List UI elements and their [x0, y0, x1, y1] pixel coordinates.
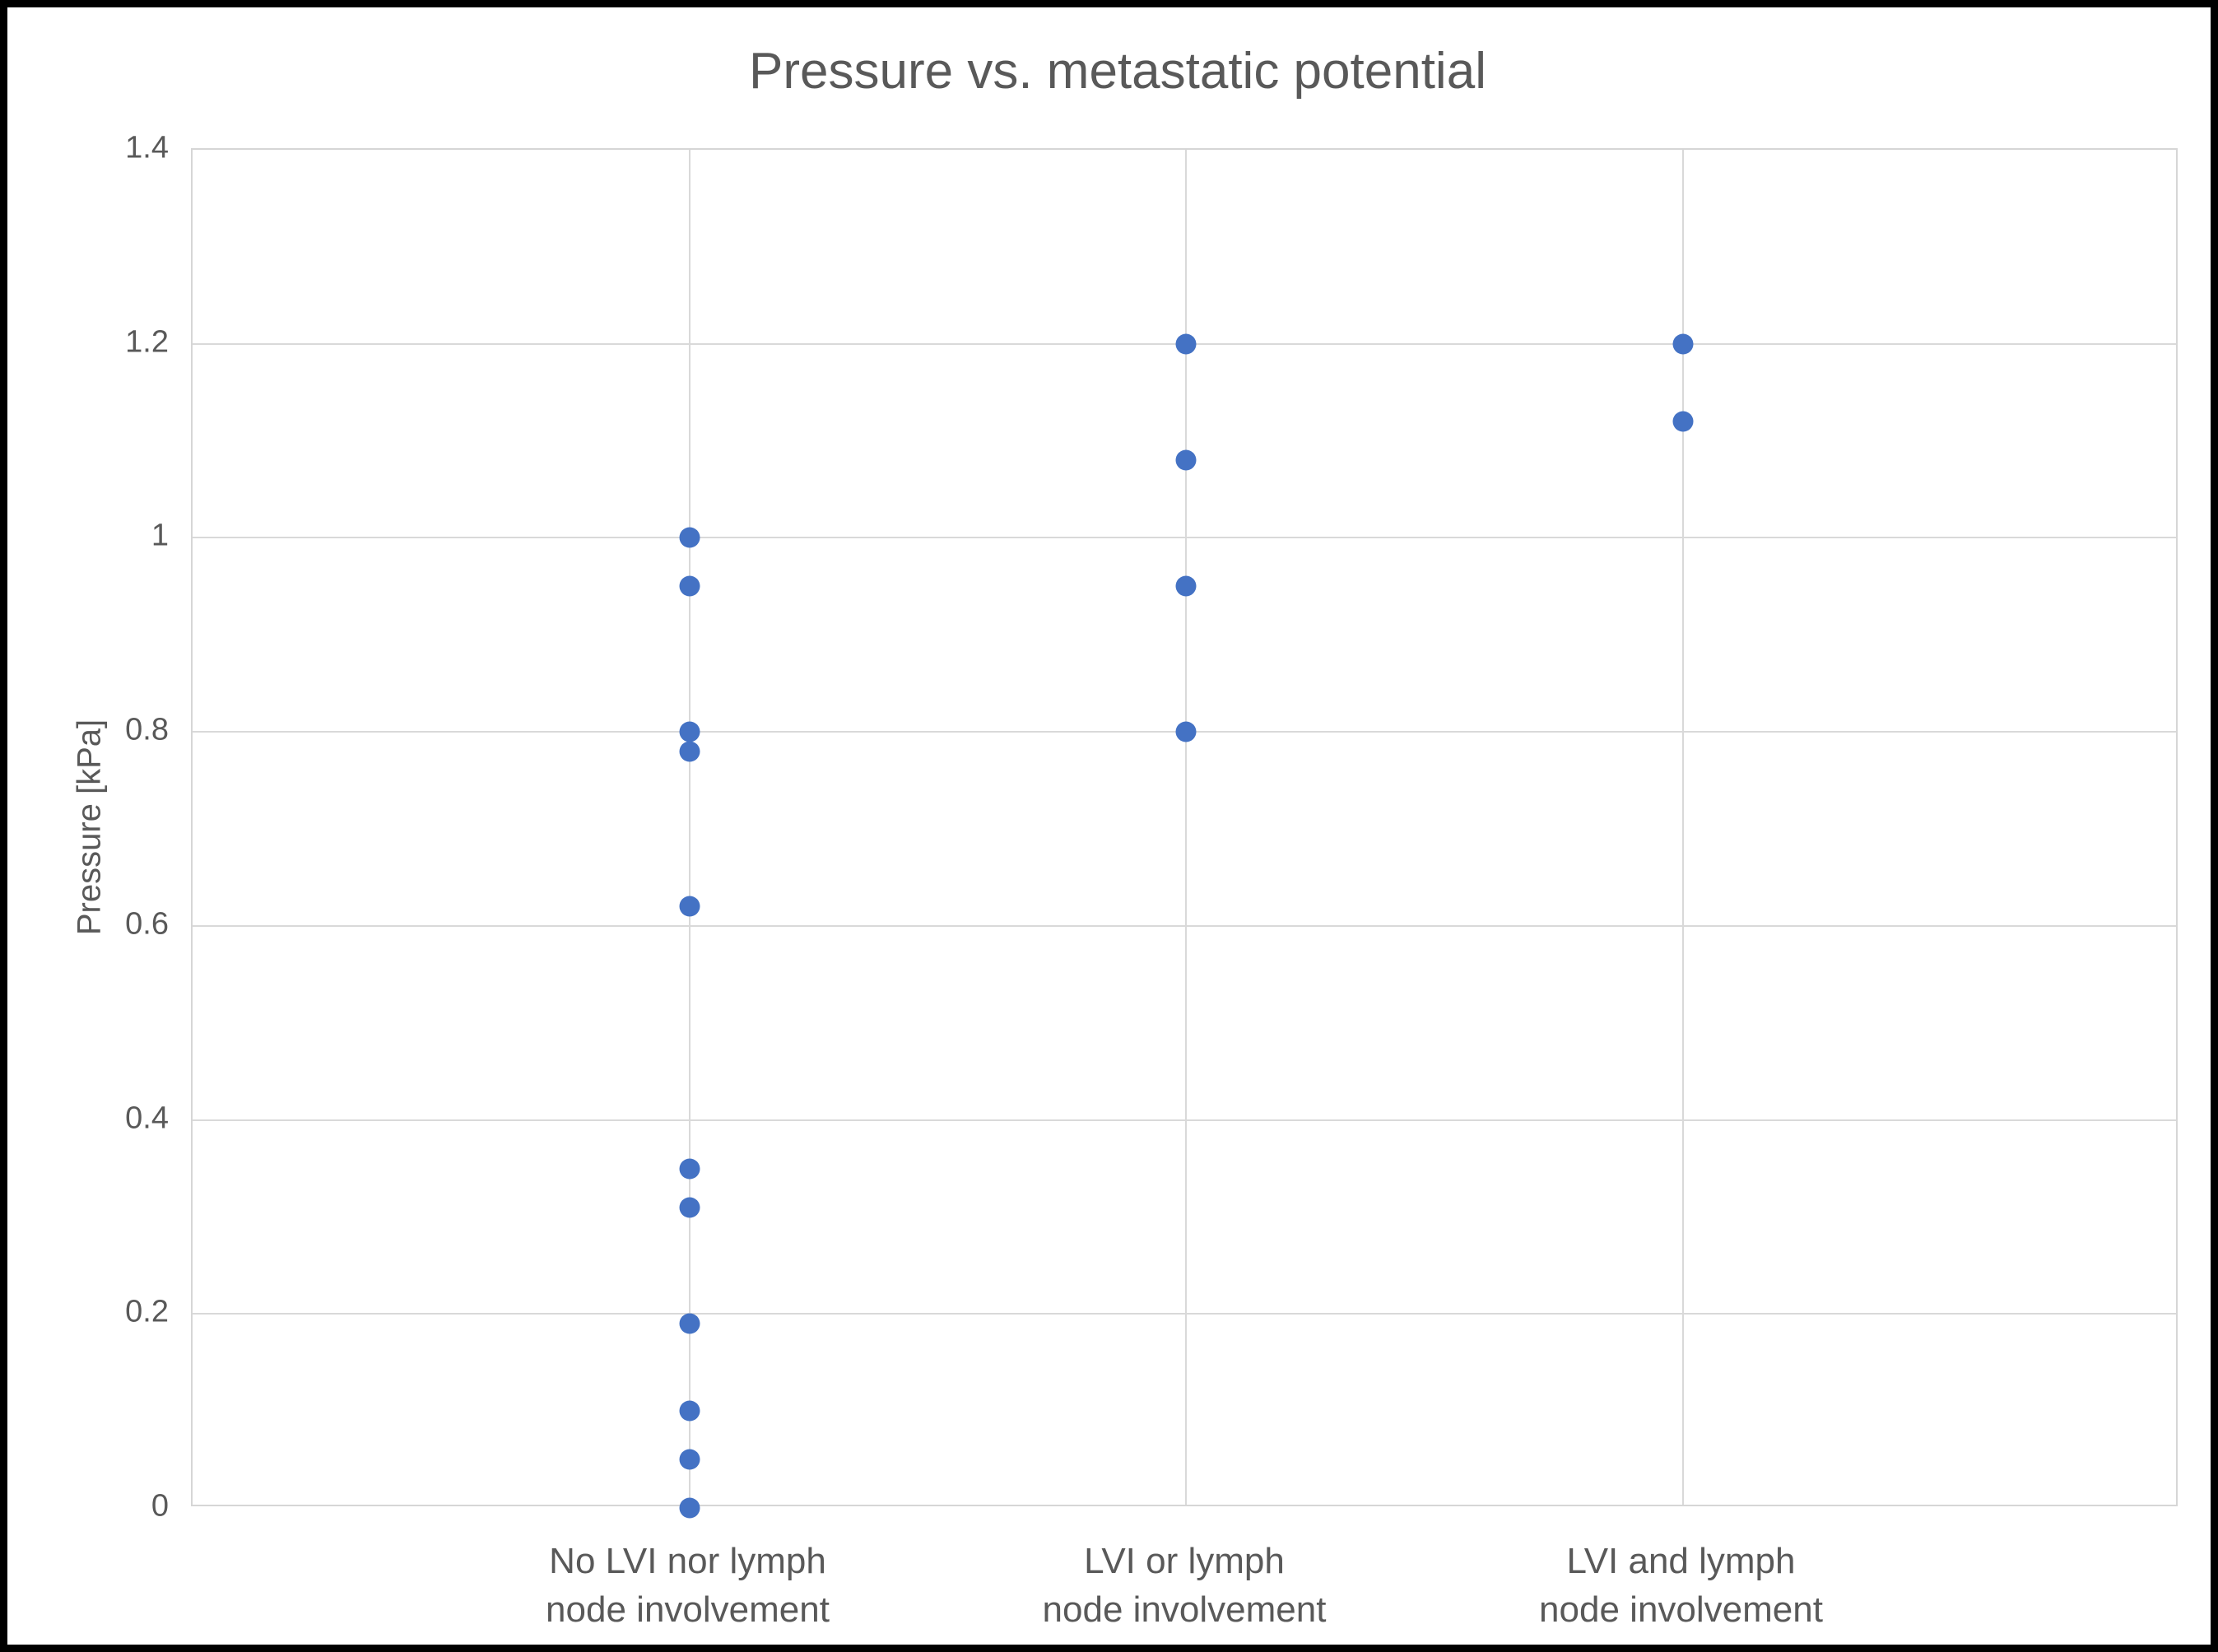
- data-point: [1175, 449, 1197, 471]
- h-gridline: [193, 1119, 2176, 1121]
- v-gridline: [1185, 150, 1187, 1505]
- x-category-label-line: No LVI nor lymph: [549, 1541, 826, 1581]
- x-category-label-line: node involvement: [1539, 1589, 1823, 1630]
- chart-title: Pressure vs. metastatic potential: [749, 43, 1486, 100]
- y-axis-title: Pressure [kPa]: [71, 719, 108, 936]
- y-tick-label: 1.4: [125, 130, 169, 165]
- x-category-label-line: LVI or lymph: [1084, 1541, 1285, 1581]
- x-category-label: No LVI nor lymph node involvement: [546, 1537, 830, 1634]
- data-point: [679, 1158, 700, 1179]
- x-category-label-line: node involvement: [546, 1589, 830, 1630]
- h-gridline: [193, 537, 2176, 539]
- h-gridline: [193, 1313, 2176, 1315]
- y-tick-label: 0.6: [125, 906, 169, 942]
- data-point: [679, 741, 700, 762]
- y-tick-label: 0: [151, 1488, 169, 1524]
- data-point: [679, 1497, 700, 1519]
- x-category-label-line: LVI and lymph: [1566, 1541, 1796, 1581]
- data-point: [679, 527, 700, 548]
- h-gridline: [193, 924, 2176, 927]
- data-point: [679, 1449, 700, 1470]
- y-tick-label: 0.4: [125, 1101, 169, 1136]
- y-tick-label: 1: [151, 518, 169, 553]
- data-point: [1175, 333, 1197, 355]
- y-tick-label: 0.2: [125, 1294, 169, 1329]
- data-point: [679, 1313, 700, 1334]
- plot-area: [191, 148, 2178, 1519]
- data-point: [1175, 721, 1197, 742]
- v-gridline: [688, 150, 691, 1505]
- x-category-label-line: node involvement: [1042, 1589, 1327, 1630]
- x-category-label: LVI and lymph node involvement: [1539, 1537, 1823, 1634]
- x-category-label: LVI or lymph node involvement: [1043, 1537, 1327, 1634]
- data-point: [679, 896, 700, 917]
- v-gridline: [1681, 150, 1684, 1505]
- y-tick-label: 1.2: [125, 324, 169, 360]
- data-point: [1175, 575, 1197, 597]
- y-tick-label: 0.8: [125, 712, 169, 747]
- data-point: [679, 575, 700, 597]
- data-point: [679, 1197, 700, 1218]
- data-point: [679, 1400, 700, 1422]
- data-point: [1672, 411, 1693, 432]
- data-point: [1672, 333, 1693, 355]
- data-point: [679, 721, 700, 742]
